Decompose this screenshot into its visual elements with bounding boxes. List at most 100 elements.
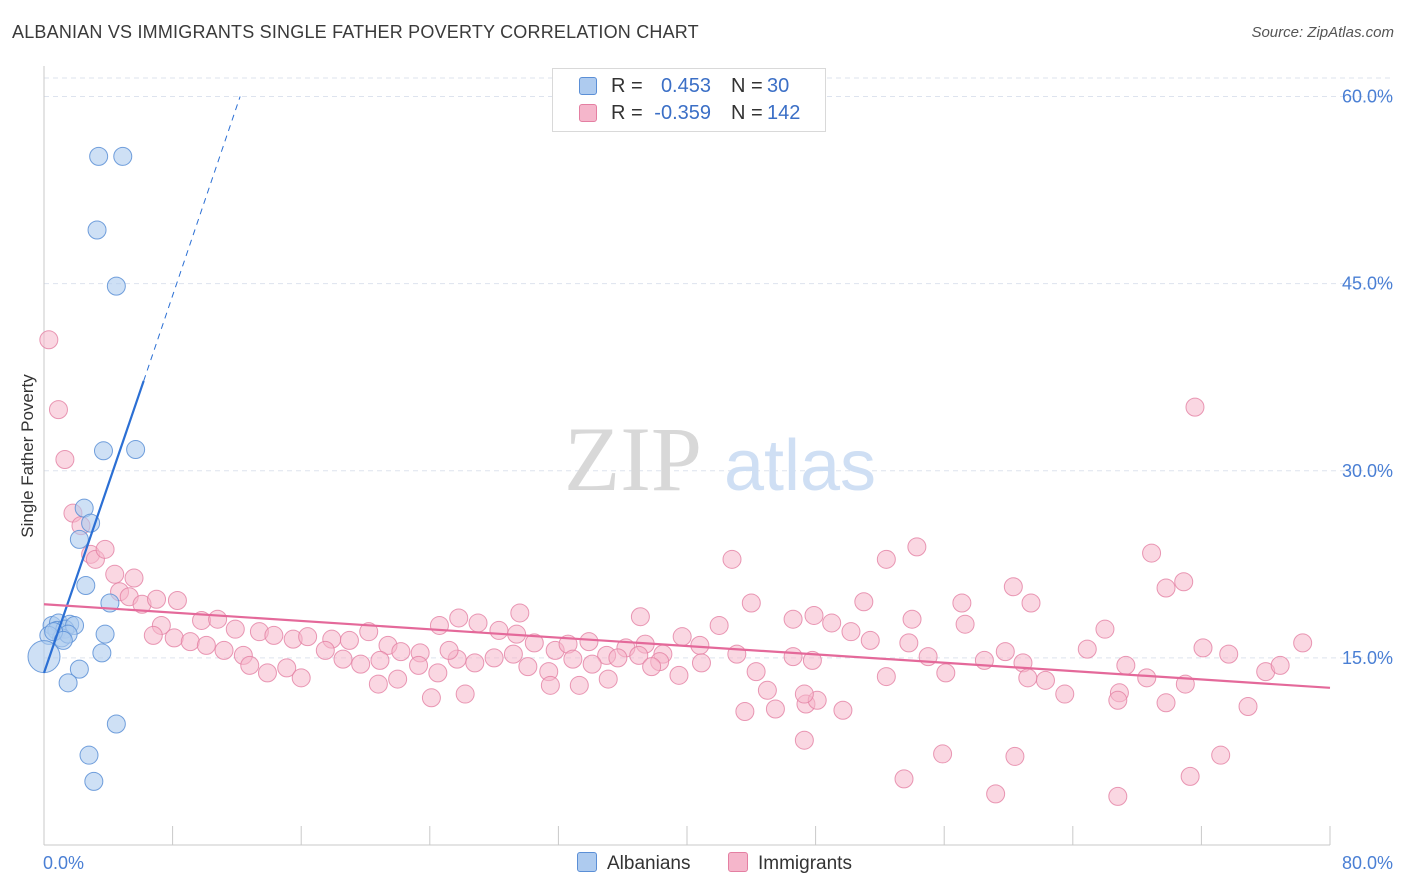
immigrants-point xyxy=(860,630,880,650)
x-tick-label: 0.0% xyxy=(43,853,84,873)
immigrants-point xyxy=(955,614,975,634)
immigrants-point xyxy=(180,632,200,652)
immigrants-point xyxy=(1156,693,1176,713)
immigrants-point xyxy=(524,633,544,653)
immigrants-point xyxy=(455,684,475,704)
y-tick-label: 30.0% xyxy=(1342,461,1393,481)
immigrants-point xyxy=(225,619,245,639)
immigrants-point xyxy=(783,647,803,667)
immigrants-swatch xyxy=(579,104,597,122)
albanians-swatch xyxy=(579,77,597,95)
immigrants-point xyxy=(672,627,692,647)
immigrants-point xyxy=(757,680,777,700)
immigrants-point xyxy=(854,592,874,612)
immigrants-point xyxy=(388,669,408,689)
immigrants-point xyxy=(409,655,429,675)
immigrants-point xyxy=(804,605,824,625)
immigrants-point xyxy=(489,620,509,640)
albanians-point xyxy=(69,529,89,549)
immigrants-point xyxy=(841,622,861,642)
watermark-zip: ZIP xyxy=(564,408,702,510)
immigrants-point xyxy=(1219,644,1239,664)
immigrants-point xyxy=(1005,746,1025,766)
albanians-trend-extension xyxy=(143,96,241,382)
albanians-swatch xyxy=(577,852,597,872)
immigrants-trend-line xyxy=(43,603,1331,689)
albanians-point xyxy=(113,146,133,166)
immigrants-point xyxy=(359,622,379,642)
albanians-point xyxy=(79,745,99,765)
legend-item-albanians[interactable]: Albanians xyxy=(577,852,690,875)
immigrants-point xyxy=(876,667,896,687)
source-label: Source: ZipAtlas.com xyxy=(1251,24,1394,41)
albanians-point xyxy=(84,771,104,791)
immigrants-point xyxy=(936,663,956,683)
immigrants-point xyxy=(1180,766,1200,786)
series-legend: Albanians Immigrants xyxy=(0,852,1406,878)
immigrants-point xyxy=(298,627,318,647)
albanians-point xyxy=(27,640,61,674)
immigrants-point xyxy=(1108,786,1128,806)
immigrants-point xyxy=(439,640,459,660)
tick-labels: 15.0% 30.0% 45.0% 60.0% 0.0% 80.0% xyxy=(43,87,1393,874)
watermark-atlas: atlas xyxy=(724,426,876,506)
r-value: 0.453 xyxy=(660,75,711,97)
albanians-point xyxy=(93,441,113,461)
immigrants-point xyxy=(986,784,1006,804)
y-tick-label: 60.0% xyxy=(1342,87,1393,107)
immigrants-point xyxy=(214,640,234,660)
immigrants-point xyxy=(1211,745,1231,765)
immigrants-point xyxy=(741,593,761,613)
immigrants-point xyxy=(277,658,297,678)
immigrants-point xyxy=(1238,697,1258,717)
n-label: N = xyxy=(731,102,763,124)
immigrants-point xyxy=(1116,655,1136,675)
legend-row-immigrants: R = -0.359 N = 142 xyxy=(553,99,825,127)
immigrants-point xyxy=(1018,668,1038,688)
immigrants-point xyxy=(722,549,742,569)
immigrants-point xyxy=(765,699,785,719)
immigrants-point xyxy=(1021,593,1041,613)
immigrants-point xyxy=(876,549,896,569)
y-tick-label: 15.0% xyxy=(1342,648,1393,668)
immigrants-point xyxy=(569,675,589,695)
immigrants-point xyxy=(563,649,583,669)
immigrants-point xyxy=(164,628,184,648)
immigrants-point xyxy=(1137,668,1157,688)
immigrants-point xyxy=(264,625,284,645)
immigrants-point xyxy=(315,640,335,660)
immigrants-point xyxy=(333,649,353,669)
grid-lines xyxy=(44,77,1394,659)
immigrants-point xyxy=(124,568,144,588)
immigrants-point xyxy=(608,648,628,668)
albanians-point xyxy=(95,624,115,644)
immigrants-point xyxy=(1035,670,1055,690)
immigrants-point xyxy=(351,654,371,674)
albanians-point xyxy=(76,576,96,596)
r-label: R = xyxy=(611,75,643,97)
legend-item-immigrants[interactable]: Immigrants xyxy=(728,852,852,875)
immigrants-point xyxy=(39,330,59,350)
immigrants-point xyxy=(783,609,803,629)
albanians-point xyxy=(92,643,112,663)
albanians-point xyxy=(106,714,126,734)
immigrants-point xyxy=(465,653,485,673)
immigrants-point xyxy=(952,593,972,613)
albanians-label: Albanians xyxy=(607,853,691,874)
immigrants-point xyxy=(822,613,842,633)
immigrants-point xyxy=(630,607,650,627)
axes xyxy=(43,66,1331,846)
immigrants-point xyxy=(691,653,711,673)
immigrants-point xyxy=(794,684,814,704)
immigrants-point xyxy=(105,564,125,584)
immigrants-point xyxy=(907,537,927,557)
albanians-point xyxy=(126,440,146,460)
immigrants-point xyxy=(370,650,390,670)
immigrants-point xyxy=(735,702,755,722)
immigrants-point xyxy=(1077,639,1097,659)
immigrants-point xyxy=(429,615,449,635)
immigrants-point xyxy=(449,608,469,628)
immigrants-point xyxy=(833,700,853,720)
immigrants-point xyxy=(339,630,359,650)
